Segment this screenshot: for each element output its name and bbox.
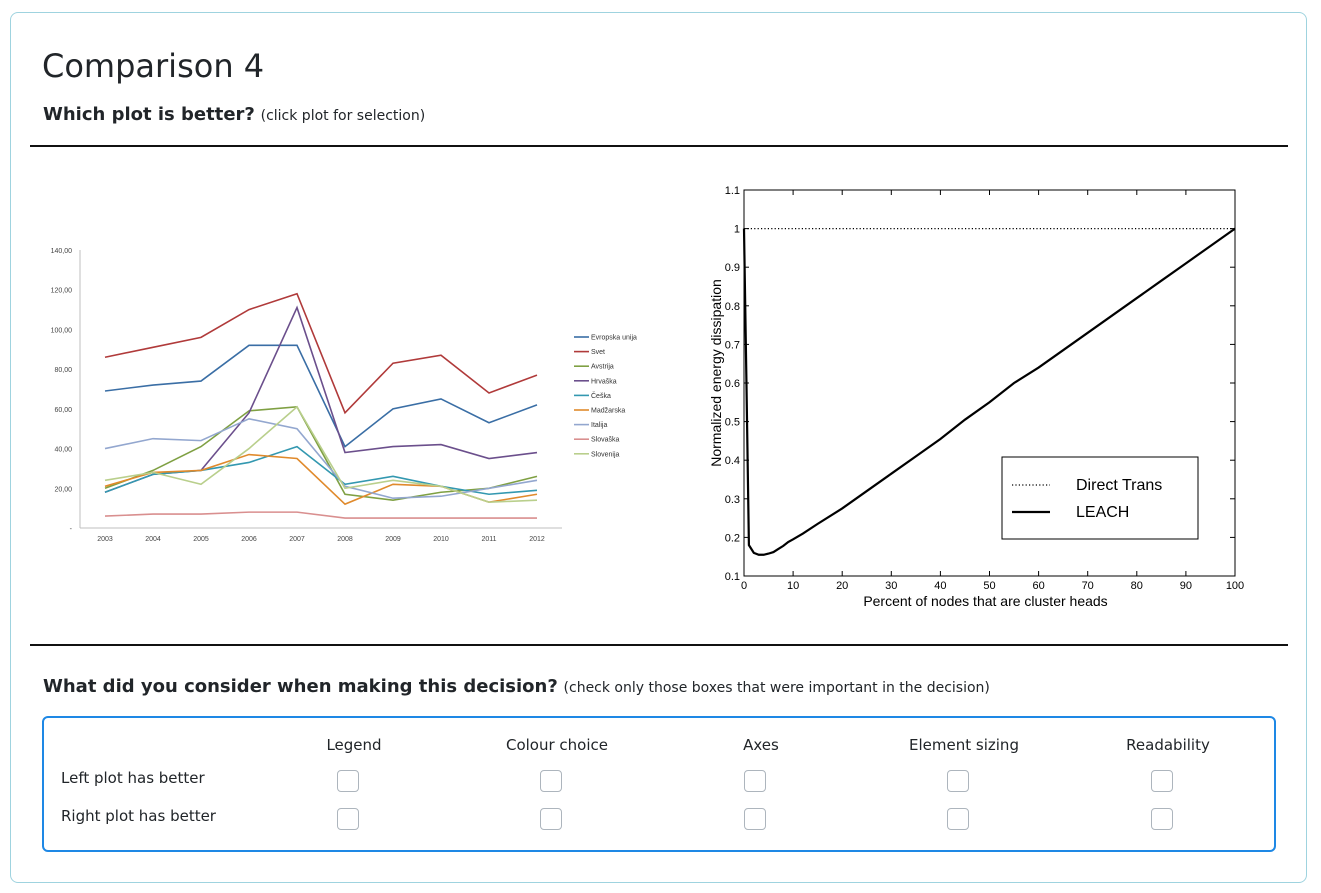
criteria-panel (42, 716, 1276, 852)
checkbox-right-element-sizing[interactable] (947, 808, 969, 830)
right-y-tick-label: 0.4 (725, 455, 740, 467)
plot-question-hint: (click plot for selection) (260, 108, 426, 124)
left-x-tick-label: 2007 (289, 536, 305, 543)
right-y-axis-title: Normalized energy dissipation (708, 279, 724, 467)
right-y-tick-label: 0.6 (725, 378, 740, 390)
right-x-tick-label: 90 (1180, 580, 1192, 592)
right-series-leach (742, 227, 1236, 556)
left-legend-label: Svet (591, 349, 605, 356)
row-label-left-better: Left plot has better (61, 769, 205, 787)
col-header-legend: Legend (326, 736, 382, 754)
left-legend-label: Evropska unija (591, 335, 637, 342)
checkbox-right-readability[interactable] (1151, 808, 1173, 830)
left-plot[interactable]: - 20,00 40,00 60,00 80,00 100,00 120,00 140,00 2… (40, 240, 650, 550)
left-y-tick-label: 20,00 (54, 486, 72, 493)
right-x-axis-title: Percent of nodes that are cluster heads (863, 593, 1107, 609)
checkbox-left-colour-choice[interactable] (540, 770, 562, 792)
left-series-line (104, 405, 538, 503)
comparison-card (10, 12, 1307, 883)
left-x-tick-label: 2012 (529, 536, 545, 543)
left-x-tick-label: 2005 (193, 536, 209, 543)
left-legend-label: Češka (591, 391, 611, 400)
right-x-tick-label: 70 (1082, 580, 1094, 592)
left-series-line (104, 292, 538, 415)
right-x-tick-label: 10 (787, 580, 799, 592)
left-x-tick-label: 2004 (145, 536, 161, 543)
checkbox-left-axes[interactable] (744, 770, 766, 792)
checkbox-left-legend[interactable] (337, 770, 359, 792)
left-legend-label: Italija (591, 422, 607, 429)
checkbox-right-axes[interactable] (744, 808, 766, 830)
consider-question-text: What did you consider when making this d… (43, 676, 558, 697)
left-y-tick-label: 40,00 (54, 447, 72, 454)
col-header-axes: Axes (743, 736, 779, 754)
right-y-tick-label: 0.3 (725, 494, 740, 506)
consider-question-hint: (check only those boxes that were import… (563, 680, 990, 696)
left-x-tick-label: 2008 (337, 536, 353, 543)
plot-question-text: Which plot is better? (43, 104, 255, 125)
checkbox-right-legend[interactable] (337, 808, 359, 830)
left-x-tick-label: 2006 (241, 536, 257, 543)
col-header-readability: Readability (1126, 736, 1210, 754)
right-x-tick-label: 30 (885, 580, 897, 592)
right-x-tick-label: 100 (1226, 580, 1244, 592)
right-x-tick-label: 0 (741, 580, 747, 592)
right-x-tick-label: 60 (1032, 580, 1044, 592)
col-header-colour-choice: Colour choice (505, 736, 609, 754)
left-legend-label: Avstrija (591, 364, 614, 371)
left-x-tick-label: 2003 (97, 536, 113, 543)
right-y-tick-label: 0.8 (725, 301, 740, 313)
right-x-tick-label: 40 (934, 580, 946, 592)
left-x-tick-label: 2010 (433, 536, 449, 543)
right-plot[interactable]: 0 10 20 30 40 50 60 70 80 90 100 0.1 0.2 0.3 0.4 0.5 0.6… (700, 180, 1260, 612)
left-series-line (104, 417, 538, 500)
left-y-tick-label: 120,00 (51, 288, 73, 295)
right-legend-label: Direct Trans (1076, 477, 1162, 494)
left-legend-label: Madžarska (591, 408, 625, 415)
top-divider (30, 145, 1288, 147)
left-legend-label: Slovaška (591, 437, 620, 444)
right-x-tick-label: 20 (836, 580, 848, 592)
checkbox-right-colour-choice[interactable] (540, 808, 562, 830)
right-y-tick-label: 1.1 (725, 185, 740, 197)
consider-question: What did you consider when making this d… (43, 676, 990, 697)
right-chart: 0 10 20 30 40 50 60 70 80 90 100 0.1 0.2 0.3 0.4 0.5 0.6… (708, 185, 1244, 609)
checkbox-left-readability[interactable] (1151, 770, 1173, 792)
left-y-tick-label: - (70, 526, 73, 533)
right-x-tick-label: 50 (983, 580, 995, 592)
right-y-tick-label: 0.5 (725, 417, 740, 429)
right-y-tick-label: 0.2 (725, 532, 740, 544)
page-title: Comparison 4 (42, 47, 265, 85)
left-series-line (104, 511, 537, 519)
right-x-tick-label: 80 (1131, 580, 1143, 592)
right-y-tick-label: 0.7 (725, 339, 740, 351)
right-y-tick-label: 0.1 (725, 571, 740, 583)
left-y-tick-label: 100,00 (51, 327, 73, 334)
left-y-tick-label: 140,00 (51, 248, 73, 255)
right-legend-label: LEACH (1076, 504, 1129, 521)
left-series-line (104, 344, 538, 448)
left-x-tick-label: 2011 (481, 536, 496, 543)
right-y-tick-label: 1 (734, 224, 740, 236)
row-label-right-better: Right plot has better (61, 807, 216, 825)
plot-question: Which plot is better? (click plot for se… (43, 104, 425, 125)
left-y-tick-label: 80,00 (54, 367, 72, 374)
right-legend-box (1001, 456, 1199, 540)
left-legend-label: Hrvaška (591, 378, 617, 385)
checkbox-left-element-sizing[interactable] (947, 770, 969, 792)
left-series-line (104, 445, 538, 496)
bottom-divider (30, 644, 1288, 646)
col-header-element-sizing: Element sizing (909, 736, 1019, 754)
left-y-tick-label: 60,00 (54, 407, 72, 414)
left-legend-label: Slovenija (591, 451, 620, 458)
left-x-tick-label: 2009 (385, 536, 401, 543)
left-chart: - 20,00 40,00 60,00 80,00 100,00 120,00 140,00 2… (51, 248, 637, 543)
right-y-tick-label: 0.9 (725, 262, 740, 274)
